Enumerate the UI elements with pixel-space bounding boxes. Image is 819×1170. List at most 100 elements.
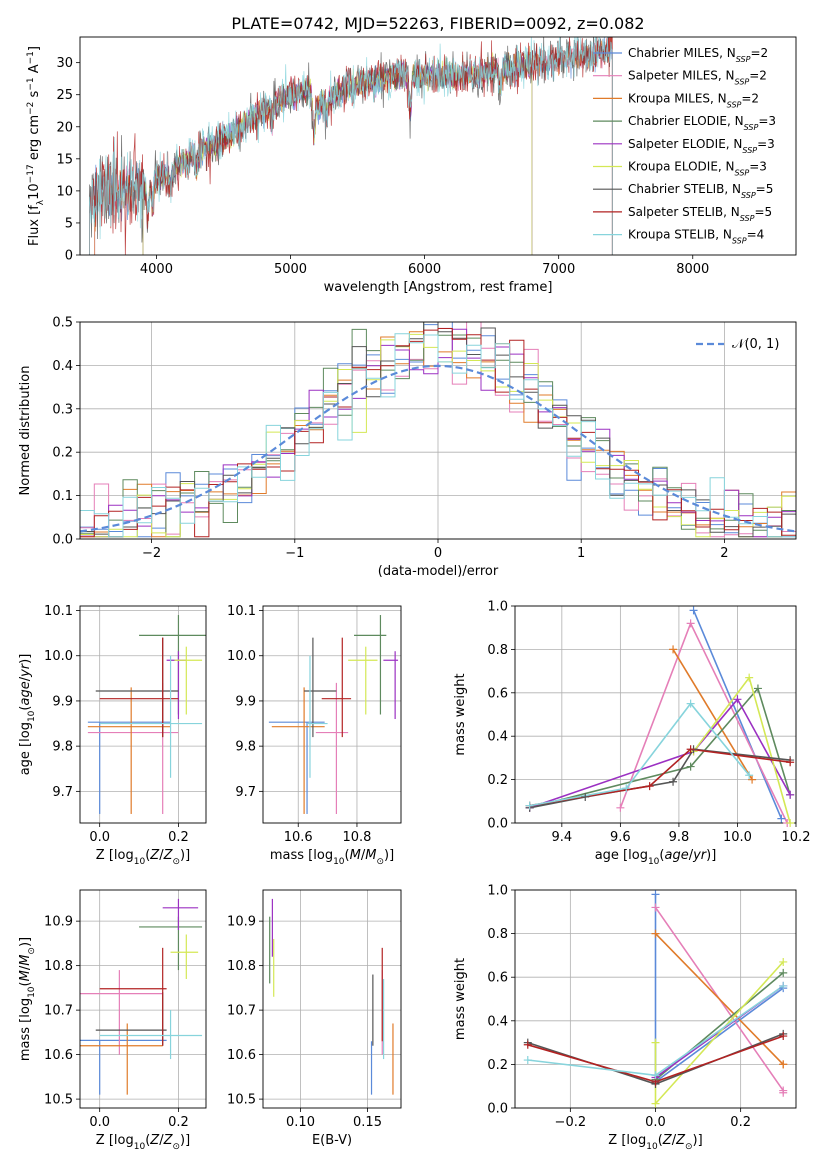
mass_vs_ebv-xtick-label: 0.15 [353, 1115, 382, 1130]
spectrum-ytick-label: 10 [56, 184, 73, 199]
weight_vs_Z-xtick-label: −0.2 [555, 1115, 587, 1130]
weight-marker [651, 890, 660, 899]
residuals-xtick-label: 2 [720, 546, 728, 561]
weight-marker [779, 957, 788, 966]
weight-marker [651, 1071, 660, 1080]
age_vs_Z-ytick-label: 10.1 [44, 604, 73, 619]
mass_vs_ebv-ytick-label: 10.9 [227, 915, 256, 930]
residuals-xlabel: (data-model)/error [378, 564, 499, 579]
weight-marker [523, 1056, 532, 1065]
legend-entry: Salpeter ELODIE, NSSP=3 [628, 137, 775, 155]
spectrum-line [89, 37, 613, 255]
age_vs_Z-ylabel: age [log10(age/yr)] [18, 654, 37, 776]
mass_vs_ebv-ytick-label: 10.6 [227, 1048, 256, 1063]
age_vs_Z-xtick-label: 0.2 [168, 830, 189, 845]
age_vs_Z-xtick-label: 0.0 [89, 830, 110, 845]
mass_vs_ebv-ytick-label: 10.5 [227, 1093, 256, 1108]
weight-marker [686, 762, 695, 771]
mass_vs_Z-ytick-label: 10.9 [44, 915, 73, 930]
age_vs_Z-ytick-label: 9.8 [52, 740, 73, 755]
age_vs_mass-ytick-label: 10.0 [227, 649, 256, 664]
mass_vs_ebv-ytick-label: 10.7 [227, 1004, 256, 1019]
age_vs_mass-ytick-label: 10.1 [227, 604, 256, 619]
errorbar-point [268, 721, 325, 814]
residuals-ylabel: Normed distribution [18, 366, 33, 496]
weight_vs_Z-ytick-label: 0.6 [487, 971, 508, 986]
mass_vs_Z-xlabel: Z [log10(Z/Z⊙)] [96, 1133, 190, 1152]
age_vs_Z-xlabel: Z [log10(Z/Z⊙)] [96, 848, 190, 867]
weight_vs_Z-ylabel: mass weight [453, 958, 468, 1040]
weight-marker [669, 777, 678, 786]
mass_vs_ebv-plot-area [269, 898, 394, 1095]
errorbar-point [87, 721, 171, 814]
weight_vs_age-xtick-label: 10.0 [723, 830, 752, 845]
panel-residuals: −2 −1 0 1 2 0.0 0.1 0.2 0.3 0.4 0.5 (data-model)/er… [18, 316, 797, 579]
spectrum-xtick-label: 7000 [542, 262, 575, 277]
mass_vs_ebv-xlabel: E(B-V) [312, 1133, 352, 1148]
panel-weight_vs_age: 9.4 9.6 9.8 10.0 10.2 0.0 0.2 0.4 0.6 0.8 1.0 age [… [453, 600, 810, 868]
residuals-xtick-label: 1 [577, 546, 585, 561]
mass_vs_Z-plot-area [80, 898, 203, 1095]
spectrum-plot-area [89, 37, 613, 255]
weight_vs_age-frame [514, 605, 797, 824]
legend-entry: Salpeter MILES, NSSP=2 [628, 69, 767, 87]
age_vs_mass-ytick-label: 9.9 [235, 694, 256, 709]
spectrum-xtick-label: 8000 [676, 262, 709, 277]
age_vs_mass-xlabel: mass [log10(M/M⊙)] [270, 848, 394, 867]
weight_vs_Z-frame [514, 889, 797, 1109]
mass_vs_Z-frame [79, 889, 207, 1109]
weight-marker [686, 619, 695, 628]
residuals-xtick-label: −2 [142, 546, 161, 561]
residuals-ytick-label: 0.4 [52, 359, 73, 374]
weight-marker [686, 699, 695, 708]
errorbar-point [87, 682, 179, 814]
panel-age_vs_mass: 10.6 10.8 9.7 9.8 9.9 10.0 10.1 mass [log10(M/M… [227, 604, 402, 867]
errorbar-point [80, 1039, 167, 1095]
weight-marker [669, 645, 678, 654]
errorbar-point [99, 655, 203, 778]
weight-marker [645, 782, 654, 791]
residuals-ytick-label: 0.1 [52, 489, 73, 504]
weight-marker [745, 771, 754, 780]
mass_vs_ebv-ytick-label: 10.8 [227, 959, 256, 974]
age_vs_Z-grid [80, 606, 206, 823]
weight-line [672, 648, 753, 781]
age_vs_Z-ytick-label: 9.7 [52, 785, 73, 800]
residuals-legend: 𝒩(0, 1) [696, 337, 779, 352]
weight_vs_Z-ytick-label: 1.0 [487, 884, 508, 899]
weight-marker [745, 673, 754, 682]
errorbar-point [99, 637, 179, 738]
weight-line [529, 697, 791, 809]
weight_vs_age-ytick-label: 0.2 [487, 773, 508, 788]
errorbar-point [80, 970, 163, 1055]
weight-marker [622, 784, 631, 793]
mass_vs_Z-ytick-label: 10.5 [44, 1093, 73, 1108]
errorbar-point [99, 1010, 203, 1060]
errorbar-point [95, 992, 167, 1046]
mass_vs_Z-ytick-label: 10.8 [44, 959, 73, 974]
mass_vs_ebv-grid [263, 890, 401, 1108]
mass_vs_Z-grid [80, 890, 206, 1108]
errorbar-point [315, 682, 349, 814]
errorbar-point [170, 934, 199, 979]
figure-title: PLATE=0742, MJD=52263, FIBERID=0092, z=0… [231, 14, 644, 33]
age_vs_Z-plot-area [87, 615, 206, 814]
weight-marker [733, 695, 742, 704]
legend-entry: Salpeter STELIB, NSSP=5 [628, 205, 772, 223]
weight_vs_age-plot-area [529, 609, 791, 823]
normal-curve [80, 364, 796, 533]
weight-marker [525, 801, 534, 810]
errorbar-point [348, 646, 378, 715]
legend-normal-label: 𝒩(0, 1) [732, 337, 779, 352]
spectrum-ytick-label: 0 [65, 249, 73, 264]
spectrum-ytick-label: 20 [56, 120, 73, 135]
age_vs_mass-grid [263, 606, 401, 823]
weight_vs_Z-ytick-label: 0.8 [487, 927, 508, 942]
weight_vs_Z-xtick-label: 0.0 [645, 1115, 666, 1130]
weight-marker [689, 606, 698, 615]
errorbar-point [307, 655, 328, 778]
panel-mass_vs_ebv: 0.10 0.15 10.5 10.6 10.7 10.8 10.9 E(B-V) [227, 889, 402, 1148]
weight_vs_age-xtick-label: 10.2 [782, 830, 811, 845]
weight_vs_Z-xtick-label: 0.2 [730, 1115, 751, 1130]
